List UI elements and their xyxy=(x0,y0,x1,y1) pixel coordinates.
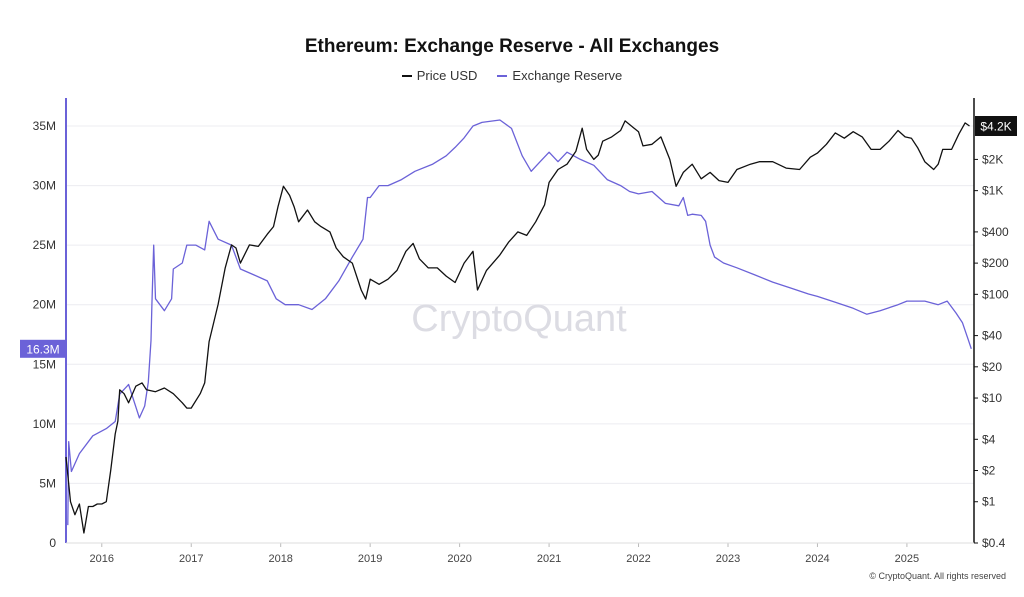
x-tick-label: 2022 xyxy=(626,553,650,565)
y-right-tick-label: $100 xyxy=(982,287,1009,301)
x-tick-label: 2020 xyxy=(447,553,471,565)
y-left-tick-label: 0 xyxy=(49,536,56,550)
x-tick-label: 2023 xyxy=(716,553,740,565)
chart-title: Ethereum: Exchange Reserve - All Exchang… xyxy=(304,36,720,57)
x-tick-label: 2021 xyxy=(537,553,561,565)
x-tick-label: 2016 xyxy=(90,553,114,565)
y-right-tick-label: $40 xyxy=(982,329,1002,343)
legend-label-price: Price USD xyxy=(416,68,478,83)
series-exchange-reserve-line xyxy=(67,119,972,526)
legend-item-price[interactable]: Price USD xyxy=(401,68,478,83)
current-price-badge xyxy=(975,116,1017,136)
series-layer xyxy=(65,119,972,534)
current-price-label: $4.2K xyxy=(980,120,1011,134)
y-right-tick-label: $10 xyxy=(982,391,1002,405)
axes-layer: 0 5M 10M 15M 20M 25M 30M 35M $0.4 $1 $2 $4 $10 $20 $40… xyxy=(33,98,1009,565)
chart-legend: Price USD Exchange Reserve xyxy=(0,68,1024,83)
y-left-tick-label: 5M xyxy=(39,476,56,490)
labels-layer: 16.3M $4.2K xyxy=(20,116,1017,358)
x-tick-label: 2017 xyxy=(179,553,203,565)
legend-label-reserve: Exchange Reserve xyxy=(512,68,623,83)
y-left-tick-label: 20M xyxy=(33,298,56,312)
legend-item-reserve[interactable]: Exchange Reserve xyxy=(497,68,622,83)
y-right-tick-label: $2K xyxy=(982,152,1003,166)
current-reserve-badge xyxy=(20,339,66,358)
y-left-tick-label: 30M xyxy=(33,179,56,193)
y-left-tick-label: 10M xyxy=(33,417,56,431)
y-left-tick-label: 15M xyxy=(33,357,56,371)
legend-swatch-reserve xyxy=(497,74,508,77)
x-tick-label: 2024 xyxy=(805,553,829,565)
x-tick-label: 2018 xyxy=(268,553,292,565)
y-right-tick-label: $20 xyxy=(982,360,1002,374)
current-reserve-label: 16.3M xyxy=(26,342,59,356)
y-right-tick-label: $1K xyxy=(982,184,1003,198)
y-right-tick-label: $1 xyxy=(982,495,996,509)
watermark: CryptoQuant xyxy=(411,298,627,340)
y-right-tick-label: $2 xyxy=(982,464,996,478)
y-right-tick-label: $200 xyxy=(982,256,1009,270)
y-right-tick-label: $4 xyxy=(982,432,996,446)
series-price-usd-line xyxy=(65,120,970,534)
x-tick-label: 2025 xyxy=(895,553,919,565)
x-tick-label: 2019 xyxy=(358,553,382,565)
y-right-tick-label: $0.4 xyxy=(982,536,1006,550)
legend-swatch-price xyxy=(401,74,412,77)
copyright-notice: © CryptoQuant. All rights reserved xyxy=(869,571,1006,581)
y-left-tick-label: 35M xyxy=(33,119,56,133)
y-left-tick-label: 25M xyxy=(33,238,56,252)
y-right-tick-label: $400 xyxy=(982,225,1009,239)
